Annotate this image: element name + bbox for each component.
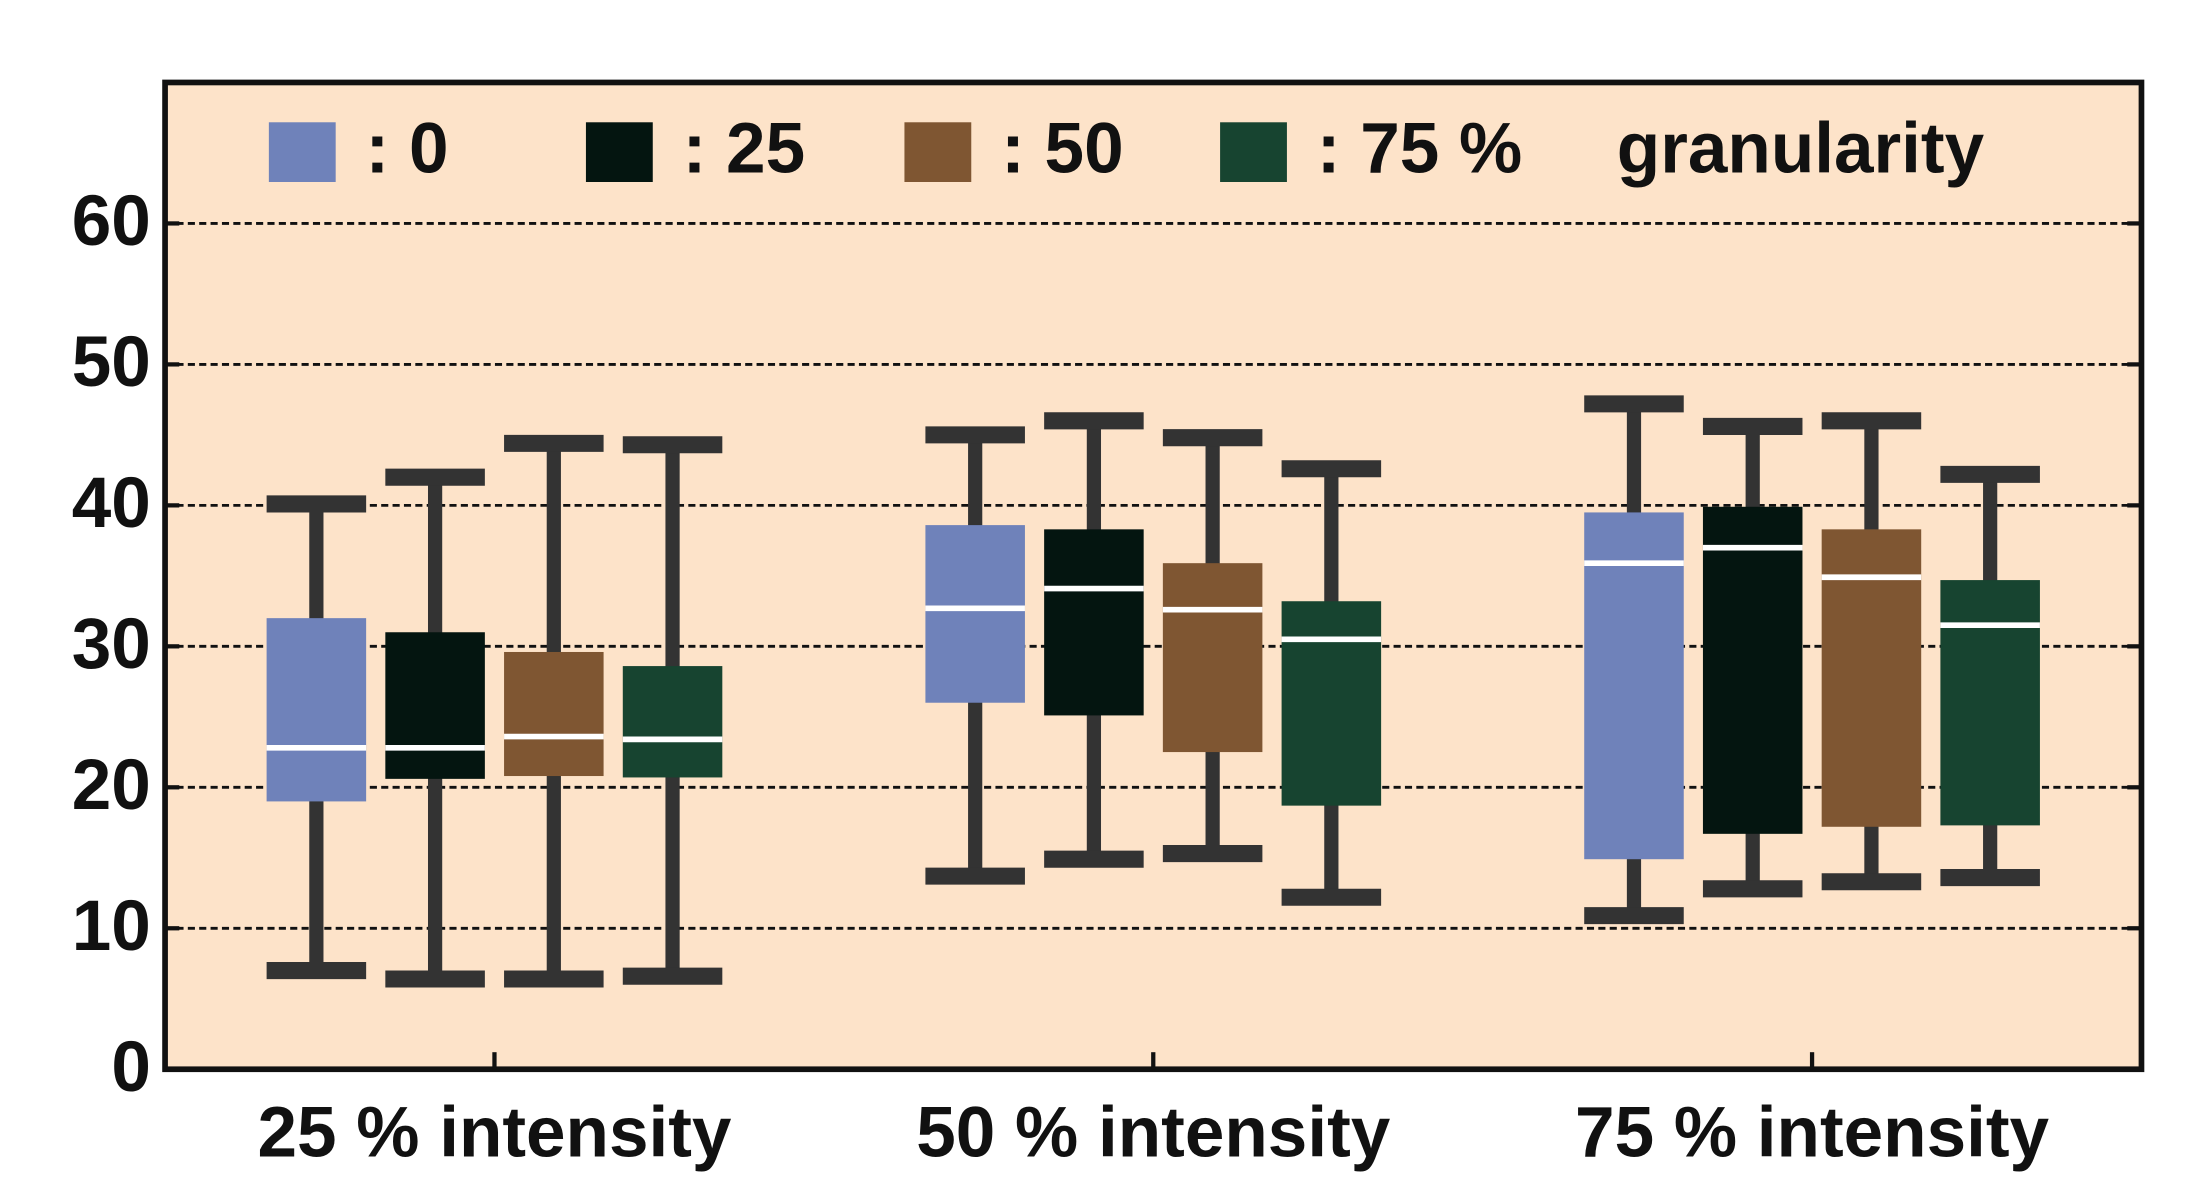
box [385, 632, 485, 779]
x-tick-label: 50 % intensity [916, 1093, 1390, 1172]
legend-swatch [585, 122, 653, 182]
y-tick-label: 0 [111, 1028, 151, 1107]
y-tick-label: 50 [72, 323, 151, 402]
y-tick-label: 30 [72, 605, 151, 684]
y-tick-label: 60 [72, 182, 151, 261]
legend-swatch [1220, 122, 1287, 182]
box [1162, 563, 1263, 753]
box [1281, 601, 1382, 806]
box [504, 651, 604, 777]
legend-swatch [904, 122, 972, 182]
legend-title: granularity [1617, 109, 1985, 188]
y-tick-label: 10 [72, 887, 151, 966]
box [925, 525, 1025, 703]
box [1821, 529, 1922, 827]
box [622, 666, 723, 778]
legend-label: : 25 [683, 109, 805, 188]
box [1940, 580, 2040, 826]
plot-background [165, 82, 2142, 1070]
box [1044, 529, 1144, 716]
legend-label: : 75 % [1317, 109, 1522, 188]
legend-label: : 50 [1001, 109, 1123, 188]
legend-swatch [268, 122, 336, 182]
x-tick-label: 25 % intensity [257, 1093, 731, 1172]
x-tick-label: 75 % intensity [1575, 1093, 2049, 1172]
y-tick-label: 40 [72, 464, 151, 543]
box [1702, 506, 1803, 834]
box [266, 618, 367, 802]
box [1584, 512, 1684, 860]
legend-label: : 0 [366, 109, 449, 188]
y-tick-label: 20 [72, 746, 151, 825]
